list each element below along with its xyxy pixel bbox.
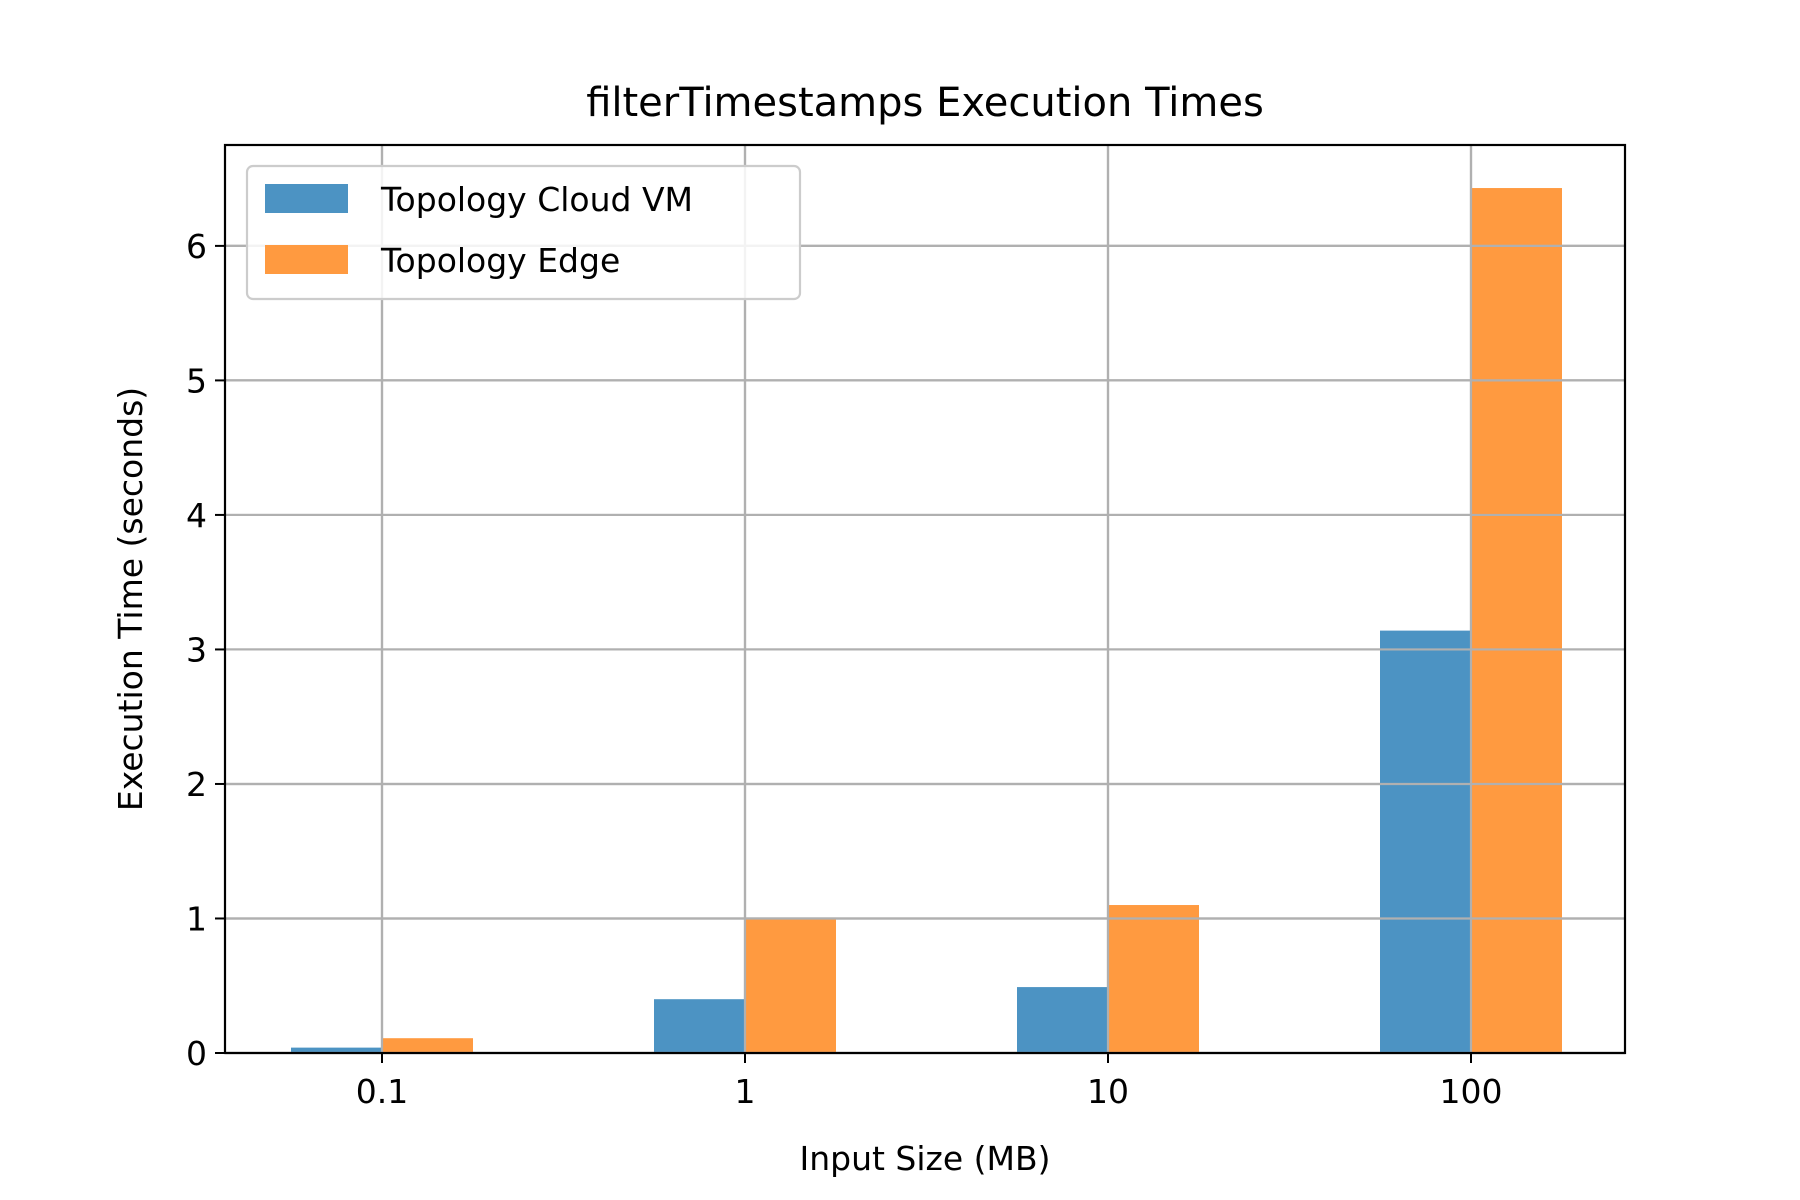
bar-cloud-vm	[1017, 987, 1108, 1053]
x-tick-label: 10	[1087, 1072, 1129, 1111]
legend-swatch-cloud-vm	[265, 184, 348, 213]
x-tick-label: 0.1	[356, 1072, 408, 1111]
legend-label-edge: Topology Edge	[380, 241, 620, 280]
y-tick-label: 2	[186, 765, 207, 804]
y-tick-label: 3	[186, 630, 207, 669]
chart-title: filterTimestamps Execution Times	[586, 80, 1264, 126]
y-tick-label: 4	[186, 496, 207, 535]
bar-edge	[1471, 188, 1562, 1054]
x-tick-label: 1	[735, 1072, 756, 1111]
bars	[291, 188, 1562, 1054]
bar-edge	[1108, 905, 1199, 1053]
legend-swatch-edge	[265, 245, 348, 274]
bar-edge	[745, 918, 836, 1053]
x-tick-label: 100	[1440, 1072, 1503, 1111]
y-axis-label: Execution Time (seconds)	[111, 387, 150, 811]
bar-cloud-vm	[1380, 630, 1471, 1053]
axis-ticks: 0 1 2 3 4 5 6 0.1 1 10 100	[186, 227, 1503, 1111]
bar-cloud-vm	[654, 999, 745, 1053]
y-tick-label: 5	[186, 361, 207, 400]
legend-label-cloud-vm: Topology Cloud VM	[380, 180, 693, 219]
legend-box	[245, 164, 802, 301]
x-axis-label: Input Size (MB)	[799, 1139, 1050, 1178]
plot-frame	[223, 143, 1627, 1055]
bar-edge	[382, 1038, 473, 1053]
y-tick-label: 6	[186, 227, 207, 266]
bar-cloud-vm	[291, 1047, 382, 1053]
y-tick-label: 0	[186, 1034, 207, 1073]
y-tick-label: 1	[186, 899, 207, 938]
legend: Topology Cloud VM Topology Edge	[245, 164, 802, 301]
